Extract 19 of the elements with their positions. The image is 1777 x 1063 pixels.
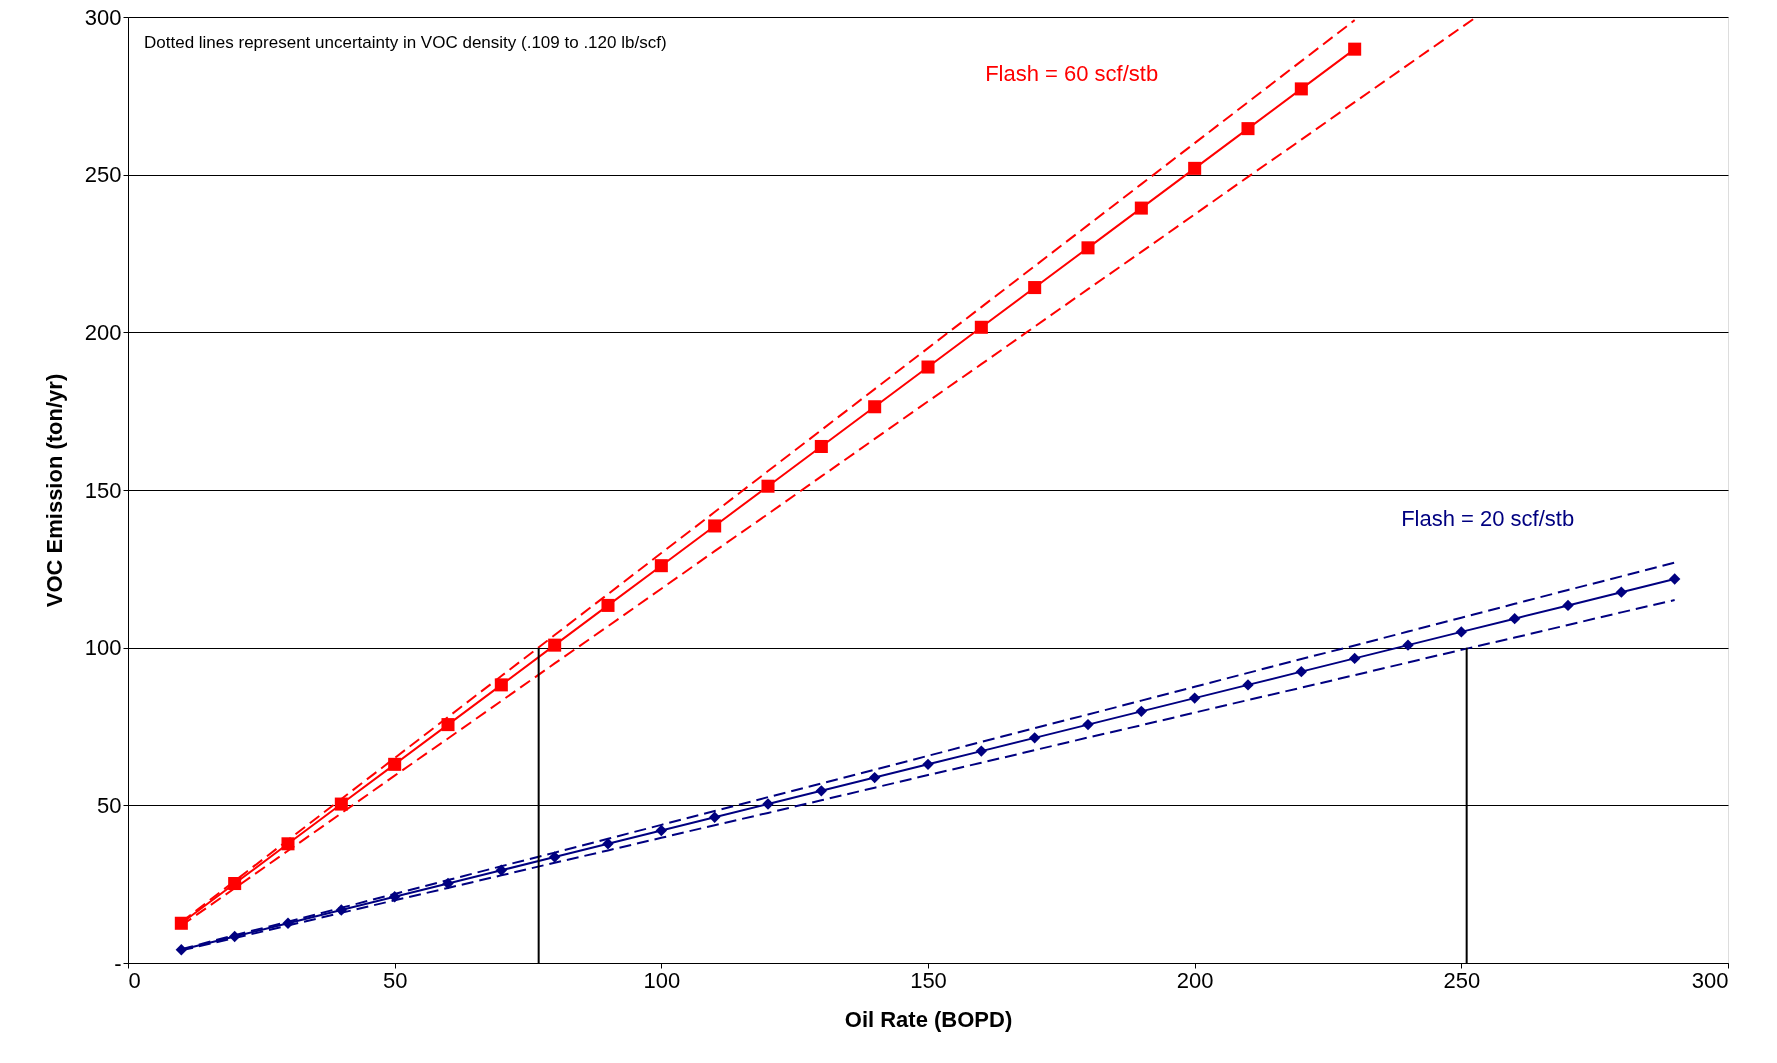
x-tick-label: 250 (1443, 967, 1481, 993)
x-axis-title: Oil Rate (BOPD) (844, 1006, 1013, 1032)
y-tick-label: 300 (84, 4, 122, 30)
y-axis-title: VOC Emission (ton/yr) (41, 373, 67, 608)
x-tick-label: 50 (382, 967, 408, 993)
y-tick-label: 150 (84, 477, 122, 503)
y-tick-label: 50 (97, 792, 122, 818)
x-tick-label: 100 (643, 967, 681, 993)
annotation: Dotted lines represent uncertainty in VOC density (.109 to .120 lb/scf) (144, 33, 667, 52)
y-tick-label: 200 (84, 319, 122, 345)
x-tick-label: 0 (128, 967, 141, 993)
x-tick-label: 300 (1691, 967, 1729, 993)
x-tick-label: 150 (910, 967, 947, 993)
text: Flash = 20 scf/stb (1401, 505, 1575, 531)
x-tick-label: 200 (1176, 967, 1214, 993)
text: Flash = 60 scf/stb (985, 61, 1159, 87)
y-tick-label: 100 (84, 635, 122, 661)
y-tick-label: 250 (84, 162, 122, 188)
y-tick-label: - (114, 950, 122, 976)
